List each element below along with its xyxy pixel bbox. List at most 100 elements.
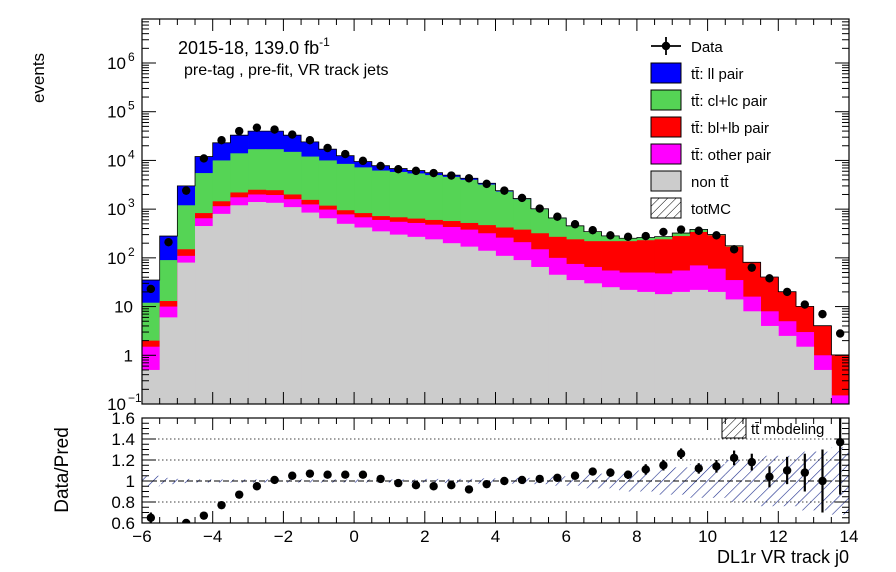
ratio-point: [800, 453, 810, 492]
y-tick-exponent: 4: [128, 147, 135, 161]
legend-data-marker: [661, 41, 671, 51]
ratio-marker: [712, 462, 721, 471]
data-point: [588, 225, 597, 235]
data-marker: [341, 149, 350, 159]
ratio-marker: [394, 478, 403, 488]
ratio-marker: [818, 476, 827, 486]
data-marker: [252, 123, 262, 132]
stack-bar: [195, 226, 214, 404]
ratio-point: [341, 470, 350, 479]
ratio-marker: [146, 513, 156, 522]
data-point: [517, 193, 527, 203]
ratio-point: [535, 474, 544, 484]
ratio-marker: [447, 481, 456, 490]
data-marker: [376, 161, 385, 171]
stack-bar: [513, 260, 532, 404]
data-points: [146, 123, 845, 338]
ratio-point: [782, 456, 792, 485]
data-marker: [288, 130, 297, 139]
legend-entry: totMC: [650, 197, 731, 219]
ratio-point: [517, 475, 527, 485]
data-marker: [641, 231, 650, 241]
total-outline: [142, 130, 849, 404]
ratio-marker: [517, 475, 527, 485]
stack-bar: [672, 291, 691, 404]
ratio-marker: [482, 479, 491, 489]
ratio-marker: [429, 482, 438, 491]
y-tick-exponent: 3: [128, 196, 135, 210]
data-point: [235, 126, 244, 136]
ratio-marker: [782, 466, 792, 475]
data-point: [500, 186, 509, 195]
x-tick-label: 2: [420, 527, 429, 546]
ratio-marker: [729, 453, 739, 463]
legend-label: totMC: [691, 201, 731, 218]
legend-label: tt̄: cl+lc pair: [691, 93, 767, 110]
ratio-y-tick-label: 0.6: [111, 514, 135, 533]
data-point: [623, 232, 633, 242]
data-point: [270, 125, 279, 134]
data-point: [323, 143, 332, 153]
stack-bar: [177, 262, 196, 404]
ratio-point: [199, 511, 209, 520]
data-marker: [606, 231, 615, 240]
stack-bar: [389, 234, 408, 404]
ratio-marker: [358, 470, 368, 479]
y-tick-label: 10: [114, 298, 133, 317]
stack-bar: [831, 355, 849, 404]
stack-bar: [424, 239, 443, 404]
ratio-marker: [252, 482, 262, 491]
data-point: [694, 226, 703, 235]
ratio-point: [217, 500, 226, 510]
ratio-marker: [676, 449, 686, 458]
stack-bar: [442, 243, 461, 404]
ratio-point: [570, 471, 580, 480]
data-point: [570, 220, 580, 229]
data-marker: [358, 156, 368, 166]
data-point: [217, 136, 226, 145]
ratio-point: [500, 476, 509, 486]
y-tick-label: 10: [107, 395, 126, 414]
stack-bar: [212, 213, 231, 404]
ratio-point: [181, 518, 191, 523]
data-point: [376, 161, 385, 171]
ratio-point: [429, 482, 438, 491]
stack-bar: [831, 395, 849, 404]
y-tick-label: 10: [107, 151, 126, 170]
data-marker: [535, 204, 544, 213]
ratio-marker: [535, 474, 544, 484]
ratio-marker: [588, 467, 597, 476]
legend-swatch: [650, 197, 682, 219]
ratio-point: [712, 460, 721, 473]
ratio-point: [235, 490, 244, 499]
ratio-point: [376, 474, 385, 484]
data-point: [535, 204, 544, 213]
legend-swatch: [650, 62, 682, 84]
ratio-point: [641, 464, 650, 475]
data-point: [712, 231, 721, 240]
ratio-point: [394, 478, 403, 488]
x-tick-label: 12: [769, 527, 788, 546]
stacked-histogram: [142, 130, 849, 404]
ratio-point: [447, 481, 456, 490]
data-point: [765, 274, 774, 283]
legend-entry: Data: [651, 37, 723, 56]
ratio-marker: [181, 518, 191, 523]
data-point: [482, 179, 491, 189]
ratio-point: [659, 460, 668, 471]
ratio-legend-swatch: [721, 417, 747, 439]
data-point: [659, 227, 668, 237]
data-marker: [588, 225, 597, 235]
main-x-ticks: [141, 19, 850, 404]
stack-bar: [460, 246, 479, 404]
data-marker: [659, 227, 668, 237]
x-tick-label: 6: [561, 527, 570, 546]
stack-bar: [601, 287, 620, 404]
legend-label: tt̄: bl+lb pair: [691, 120, 769, 137]
ratio-point: [623, 470, 633, 479]
stack-bar: [778, 335, 797, 404]
legend-swatch: [650, 170, 682, 192]
data-point: [676, 225, 686, 234]
legend-label: tt̄: ll pair: [691, 66, 744, 83]
